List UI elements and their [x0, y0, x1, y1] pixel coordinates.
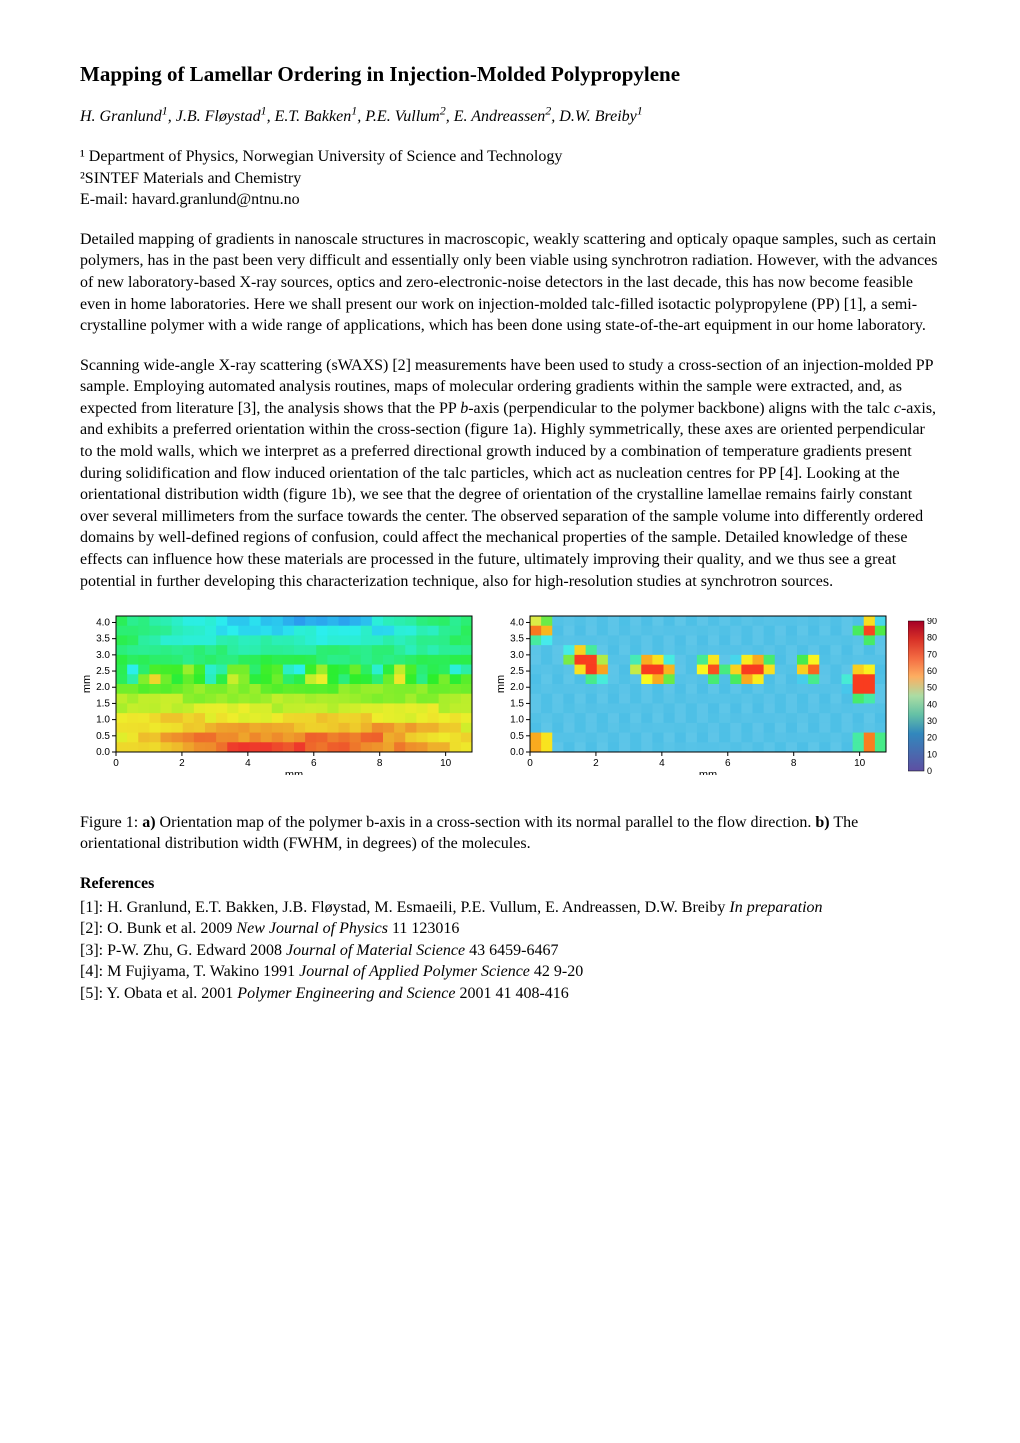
svg-text:1.0: 1.0 [510, 715, 524, 726]
email-line: E-mail: havard.granlund@ntnu.no [80, 189, 940, 211]
svg-text:mm: mm [285, 769, 303, 775]
svg-text:4.0: 4.0 [510, 618, 524, 629]
svg-text:30: 30 [927, 716, 937, 726]
svg-text:6: 6 [725, 758, 731, 769]
svg-text:4: 4 [245, 758, 251, 769]
svg-text:mm: mm [699, 769, 717, 775]
svg-text:90: 90 [927, 618, 937, 626]
svg-text:0.0: 0.0 [96, 747, 110, 758]
abstract-paragraph-1: Detailed mapping of gradients in nanosca… [80, 229, 940, 337]
svg-text:1.5: 1.5 [510, 699, 524, 710]
reference-item: [5]: Y. Obata et al. 2001 Polymer Engine… [80, 983, 940, 1005]
svg-text:0.0: 0.0 [510, 747, 524, 758]
svg-text:4.0: 4.0 [96, 618, 110, 629]
svg-text:0.5: 0.5 [510, 731, 524, 742]
svg-text:6: 6 [311, 758, 317, 769]
svg-text:mm: mm [495, 675, 507, 693]
affiliation-2: ²SINTEF Materials and Chemistry [80, 168, 940, 190]
references-list: [1]: H. Granlund, E.T. Bakken, J.B. Fløy… [80, 897, 940, 1005]
svg-text:1.0: 1.0 [96, 715, 110, 726]
reference-item: [1]: H. Granlund, E.T. Bakken, J.B. Fløy… [80, 897, 940, 919]
reference-item: [2]: O. Bunk et al. 2009 New Journal of … [80, 918, 940, 940]
svg-text:2: 2 [179, 758, 185, 769]
reference-item: [4]: M Fujiyama, T. Wakino 1991 Journal … [80, 961, 940, 983]
svg-text:2: 2 [593, 758, 599, 769]
orientation-map-svg: 0 2 4 6 8 10 mm 0.0 0.5 1.0 1.5 2.0 2.5 3.0 3.5 4.0 mm [80, 610, 480, 775]
svg-text:2.5: 2.5 [510, 666, 524, 677]
svg-text:8: 8 [377, 758, 383, 769]
svg-text:20: 20 [927, 733, 937, 743]
colorbar-svg: 0 10 20 30 40 50 60 70 80 90 [908, 618, 946, 774]
svg-text:70: 70 [927, 649, 937, 659]
svg-text:1.5: 1.5 [96, 699, 110, 710]
svg-text:4: 4 [659, 758, 665, 769]
svg-text:10: 10 [927, 749, 937, 759]
svg-text:0.5: 0.5 [96, 731, 110, 742]
svg-text:40: 40 [927, 699, 937, 709]
svg-text:mm: mm [81, 675, 93, 693]
references-heading: References [80, 873, 940, 895]
svg-text:0: 0 [527, 758, 533, 769]
svg-text:0: 0 [113, 758, 119, 769]
svg-text:80: 80 [927, 633, 937, 643]
svg-text:3.5: 3.5 [96, 634, 110, 645]
svg-text:60: 60 [927, 666, 937, 676]
fwhm-map-svg: 0 2 4 6 8 10 mm 0.0 0.5 1.0 1.5 2.0 2.5 3.0 3.5 4.0 mm [494, 610, 894, 775]
figure-1a: 0 2 4 6 8 10 mm 0.0 0.5 1.0 1.5 2.0 2.5 3.0 3.5 4.0 mm [80, 610, 480, 782]
svg-text:2.5: 2.5 [96, 666, 110, 677]
affiliation-1: ¹ Department of Physics, Norwegian Unive… [80, 146, 940, 168]
figure-1b: 0 2 4 6 8 10 mm 0.0 0.5 1.0 1.5 2.0 2.5 3.0 3.5 4.0 mm [494, 610, 894, 782]
svg-text:0: 0 [927, 766, 932, 774]
figures-row: 0 2 4 6 8 10 mm 0.0 0.5 1.0 1.5 2.0 2.5 3.0 3.5 4.0 mm 0… [80, 610, 940, 782]
svg-text:10: 10 [854, 758, 866, 769]
authors-line: H. Granlund1, J.B. Fløystad1, E.T. Bakke… [80, 106, 940, 128]
svg-text:2.0: 2.0 [510, 682, 524, 693]
svg-text:3.0: 3.0 [510, 650, 524, 661]
svg-text:2.0: 2.0 [96, 682, 110, 693]
affiliations-block: ¹ Department of Physics, Norwegian Unive… [80, 146, 940, 211]
figure-caption: Figure 1: a) Orientation map of the poly… [80, 812, 940, 855]
svg-text:10: 10 [440, 758, 452, 769]
reference-item: [3]: P-W. Zhu, G. Edward 2008 Journal of… [80, 940, 940, 962]
paper-title: Mapping of Lamellar Ordering in Injectio… [80, 60, 940, 88]
svg-text:3.0: 3.0 [96, 650, 110, 661]
svg-text:50: 50 [927, 683, 937, 693]
abstract-paragraph-2: Scanning wide-angle X-ray scattering (sW… [80, 355, 940, 593]
colorbar: 0 10 20 30 40 50 60 70 80 90 [908, 618, 946, 774]
svg-text:3.5: 3.5 [510, 634, 524, 645]
references-block: References [1]: H. Granlund, E.T. Bakken… [80, 873, 940, 1005]
svg-text:8: 8 [791, 758, 797, 769]
